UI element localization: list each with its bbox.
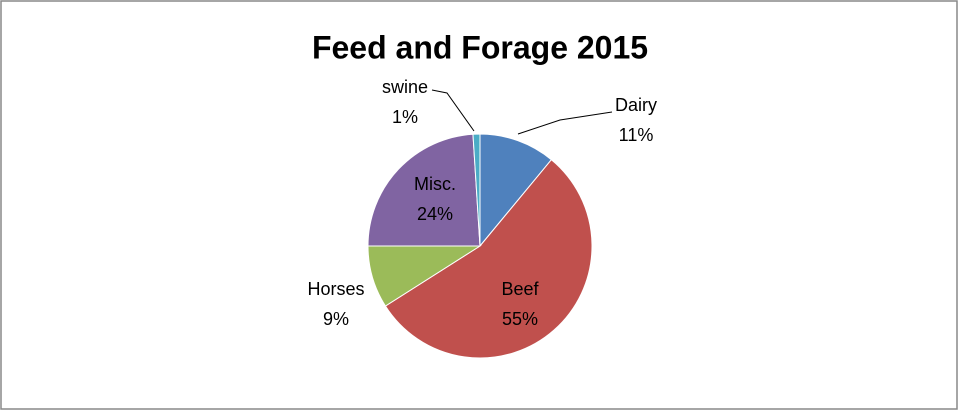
slice-label: Horses [307,279,364,299]
pie-slice [367,133,481,247]
slice-label: Dairy [615,95,657,115]
slice-value-label: 11% [619,125,654,145]
pie-slice [384,158,593,359]
slice-label: Beef [501,279,539,299]
slice-value-label: 24% [417,204,453,224]
chart-title: Feed and Forage 2015 [312,29,648,65]
slice-label: Misc. [414,174,456,194]
slice-value-label: 55% [502,309,538,329]
leader-line [517,111,613,135]
slice-value-label: 9% [323,309,349,329]
pie-slice [479,133,553,248]
pie-slice [472,133,481,247]
slice-label: swine [382,77,428,97]
slice-value-label: 1% [392,107,418,127]
leader-line [431,89,475,132]
